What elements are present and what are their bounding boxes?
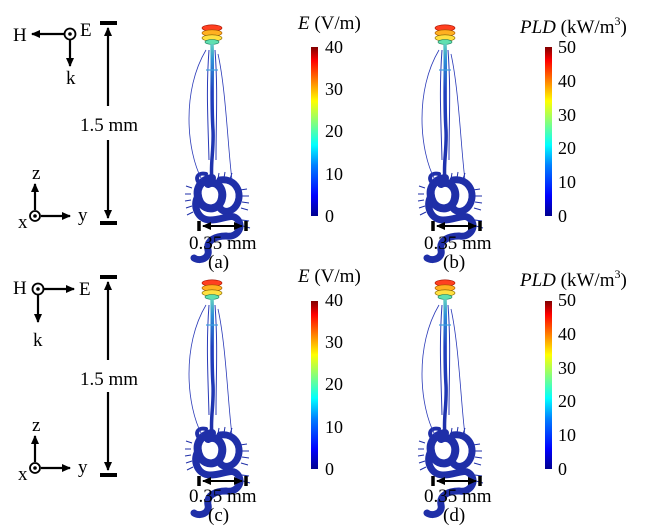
worm-field-map-d <box>418 280 483 515</box>
colorbar-tick-d-3: 20 <box>558 391 576 411</box>
panel-d: 0.35 mm (d) PLD (kW/m3) 50 40 30 20 10 0 <box>418 267 627 526</box>
h-label-bottom: H <box>13 278 27 299</box>
axis-z-bottom: z <box>32 415 40 436</box>
colorbar-tick-a-2: 20 <box>325 121 343 141</box>
worm-field-map-b <box>418 25 483 260</box>
colorbar-tick-b-4: 10 <box>558 172 576 192</box>
length-label-bottom: 1.5 mm <box>80 369 138 390</box>
caption-b: (b) <box>443 252 465 273</box>
k-arrow-top: k <box>66 40 76 89</box>
polarization-bottom: H E k <box>13 278 91 351</box>
colorbar-tick-b-0: 50 <box>558 37 576 57</box>
width-label-c: 0.35 mm <box>189 486 257 507</box>
colorbar-tick-a-1: 30 <box>325 79 343 99</box>
colorbar-tick-c-3: 10 <box>325 417 343 437</box>
width-label-d: 0.35 mm <box>424 486 492 507</box>
colorbar-d: PLD (kW/m3) 50 40 30 20 10 0 <box>519 267 627 479</box>
colorbar-tick-a-4: 0 <box>325 206 334 226</box>
e-into-page-symbol-top: E <box>63 20 92 41</box>
colorbar-tick-b-5: 0 <box>558 206 567 226</box>
colorbar-title-a: E (V/m) <box>297 13 361 34</box>
colorbar-b: PLD (kW/m3) 50 40 30 20 10 0 <box>519 14 627 226</box>
e-label-top: E <box>80 20 92 41</box>
colorbar-tick-d-2: 30 <box>558 358 576 378</box>
colorbar-a: E (V/m) 40 30 20 10 0 <box>297 13 361 226</box>
e-label-bottom: E <box>79 279 91 300</box>
colorbar-tick-d-4: 10 <box>558 425 576 445</box>
length-scale-bottom: 1.5 mm <box>80 275 138 477</box>
width-scale-d: 0.35 mm <box>424 476 492 507</box>
colorbar-tick-c-1: 30 <box>325 332 343 352</box>
panel-c: 0.35 mm (c) E (V/m) 40 30 20 10 0 <box>185 266 361 526</box>
axis-z-top: z <box>32 163 40 184</box>
colorbar-title-c: E (V/m) <box>297 266 361 287</box>
colorbar-tick-b-2: 30 <box>558 105 576 125</box>
polarization-top: H E k <box>13 20 92 89</box>
colorbar-tick-c-2: 20 <box>325 374 343 394</box>
width-label-a: 0.35 mm <box>189 233 257 254</box>
colorbar-tick-c-0: 40 <box>325 290 343 310</box>
colorbar-tick-a-0: 40 <box>325 37 343 57</box>
colorbar-tick-c-4: 0 <box>325 459 334 479</box>
axis-y-top: y <box>78 205 88 226</box>
axis-x-bottom: x <box>18 464 28 485</box>
width-scale-b: 0.35 mm <box>424 221 492 254</box>
width-scale-c: 0.35 mm <box>189 476 257 507</box>
worm-field-map-a <box>185 25 250 260</box>
colorbar-title-b: PLD (kW/m3) <box>519 14 627 38</box>
e-arrow-bottom: E <box>44 279 91 300</box>
length-label-top: 1.5 mm <box>80 115 138 136</box>
caption-a: (a) <box>208 252 229 273</box>
colorbar-tick-b-1: 40 <box>558 71 576 91</box>
h-label-top: H <box>13 25 27 46</box>
panel-a: 0.35 mm (a) E (V/m) 40 30 20 10 0 <box>185 13 361 273</box>
k-arrow-bottom: k <box>33 295 43 351</box>
colorbar-c: E (V/m) 40 30 20 10 0 <box>297 266 361 479</box>
h-arrow-top: H <box>13 25 64 46</box>
caption-c: (c) <box>208 505 229 526</box>
k-label-top: k <box>66 68 76 89</box>
width-label-b: 0.35 mm <box>424 233 492 254</box>
colorbar-tick-d-5: 0 <box>558 459 567 479</box>
caption-d: (d) <box>443 505 465 526</box>
axis-x-top: x <box>18 212 28 233</box>
colorbar-tick-b-3: 20 <box>558 138 576 158</box>
k-label-bottom: k <box>33 330 43 351</box>
colorbar-tick-d-0: 50 <box>558 290 576 310</box>
colorbar-gradient-d <box>545 301 552 469</box>
colorbar-gradient-c <box>311 301 318 469</box>
width-scale-a: 0.35 mm <box>189 221 257 254</box>
colorbar-tick-d-1: 40 <box>558 324 576 344</box>
panel-b: 0.35 mm (b) PLD (kW/m3) 50 40 30 20 10 0 <box>418 14 627 273</box>
worm-field-map-c <box>185 280 250 515</box>
colorbar-gradient-a <box>311 47 318 216</box>
length-scale-top: 1.5 mm <box>80 21 138 225</box>
axes-triad-top: z x y <box>18 163 88 233</box>
h-out-of-page-symbol-bottom: H <box>13 278 45 299</box>
axis-y-bottom: y <box>78 457 88 478</box>
colorbar-title-d: PLD (kW/m3) <box>519 267 627 291</box>
colorbar-tick-a-3: 10 <box>325 164 343 184</box>
colorbar-gradient-b <box>545 47 552 216</box>
axes-triad-bottom: z x y <box>18 415 88 485</box>
